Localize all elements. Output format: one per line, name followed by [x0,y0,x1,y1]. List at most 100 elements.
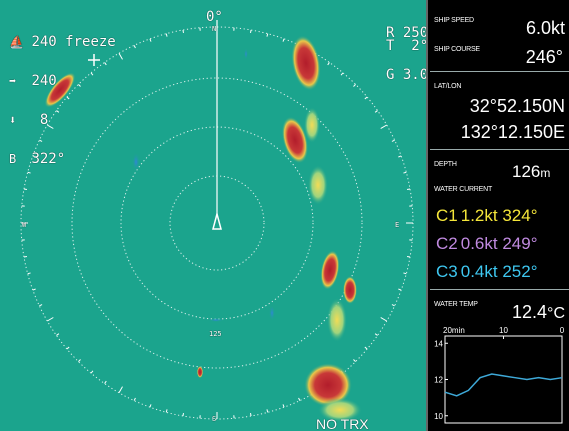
compass-east: E [395,221,400,229]
bearing-tick [266,409,269,413]
current-id: C1 [436,206,458,225]
status-line-2: ➡ 240 [9,73,57,89]
bearing-tick [32,288,36,291]
bearing-tick [78,359,81,362]
current-id: C3 [436,262,458,281]
bearing-tick [364,346,368,350]
bearing-scale [21,27,413,419]
bearing-tick [39,304,43,307]
x-tick-label: 20min [443,326,465,335]
water-temp-label: WATER TEMP [434,301,478,308]
bearing-tick [391,304,395,307]
current-speed: 0.4kt [460,262,498,281]
ship-course-label: SHIP COURSE [434,46,480,53]
b-label: B [9,152,17,166]
latitude-value: 32°52.150N [469,96,565,116]
bearing-tick [90,72,94,76]
current-row-c2: C2 0.6kt 249° [436,234,538,254]
bearing-tick [340,72,344,76]
bearing-tick [149,404,152,408]
trx-status: NO TRX [316,416,369,431]
current-speed: 1.2kt [460,206,498,225]
bearing-tick [364,96,368,100]
ship-icon: ⛵ [9,35,24,49]
bearing-tick [90,370,94,374]
bearing-tick [66,346,70,350]
bearing-tick [403,272,407,275]
bearing-tick [406,256,411,258]
water-temp-unit: °C [547,305,565,322]
bearing-tick [165,33,168,37]
bearing-tick [118,386,123,393]
bearing-tick [149,38,152,42]
bearing-tick [39,139,43,142]
y-tick-label: 14 [434,339,443,348]
own-ship-icon [212,211,222,230]
bearing-tick [23,256,28,258]
bearing-tick [27,272,31,275]
temp-chart-svg: 20min 10 0 14 12 10 [434,326,565,424]
bearing-tick [266,33,269,37]
bearing-tick [78,84,81,87]
bearing-tick [133,45,136,49]
current-row-c1: C1 1.2kt 324° [436,206,538,226]
sonar-display[interactable]: ⛵ 240 freeze ➡ 240 ⬇ 8 B 322° 0° N S E W… [0,0,426,431]
bearing-tick [182,29,184,34]
bearing-tick [47,124,54,129]
bearing-tick [23,188,28,190]
ship-section: SHIP SPEED 6.0kt SHIP COURSE 246° [430,0,569,72]
depth-unit: m [540,166,551,180]
latlon-label: LAT/LON [434,83,462,90]
bearing-tick [32,155,36,158]
depth-label: DEPTH [434,161,457,168]
bearing-tick [56,333,60,336]
current-row-c3: C3 0.4kt 252° [436,262,538,282]
bearing-tick [182,412,184,417]
arrow-right-icon: ➡ [9,74,17,88]
temp-series-line [444,373,563,397]
bearing-tick [374,110,378,113]
current-id: C2 [436,234,458,253]
current-direction: 249° [502,234,538,253]
bearing-tick [47,317,54,322]
status-block: ⛵ 240 freeze ➡ 240 ⬇ 8 B 322° [9,10,116,192]
depth-current-section: DEPTH 126m WATER CURRENT C1 1.2kt 324° C… [430,150,569,290]
status-line-1: ⛵ 240 freeze [9,34,116,50]
current-direction: 324° [502,206,538,225]
bearing-tick [104,62,107,66]
bearing-tick [398,288,402,291]
x-tick-label: 10 [499,326,508,335]
cursor-cross-icon [88,54,100,66]
bearing-tick [398,155,402,158]
ship-speed-label: SHIP SPEED [434,17,474,24]
range-label[interactable]: R 250 [386,25,426,41]
bearing-tick [133,397,136,401]
tilt-label[interactable]: T 2° [386,38,426,54]
bearing-tick [353,84,356,87]
gain-label[interactable]: G 3.0 [386,67,426,83]
data-panel: SHIP SPEED 6.0kt SHIP COURSE 246° LAT/LO… [426,0,569,431]
bearing-tick [353,359,356,362]
echo-returns [44,35,362,422]
bearing-zero: 0° [206,9,223,25]
x-tick-label: 0 [560,326,565,335]
bearing-tick [250,412,252,417]
y-tick-label: 12 [434,376,443,385]
bearing-tick [165,409,168,413]
bearing-tick [104,380,107,384]
bearing-tick [391,139,395,142]
bearing-tick [298,397,301,401]
bearing-tick [380,124,387,129]
compass-west: W [22,221,27,229]
longitude-value: 132°12.150E [460,122,565,142]
bearing-tick [380,317,387,322]
status-line-4: B 322° [9,151,66,167]
current-speed: 0.6kt [460,234,498,253]
bearing-tick [282,404,285,408]
bearing-tick [66,96,70,100]
range-ring-label: 125 [209,330,222,338]
compass-south: S [212,415,217,423]
current-direction: 252° [502,262,538,281]
water-temp-chart: 20min 10 0 14 12 10 [430,323,569,429]
bearing-tick [118,53,123,60]
